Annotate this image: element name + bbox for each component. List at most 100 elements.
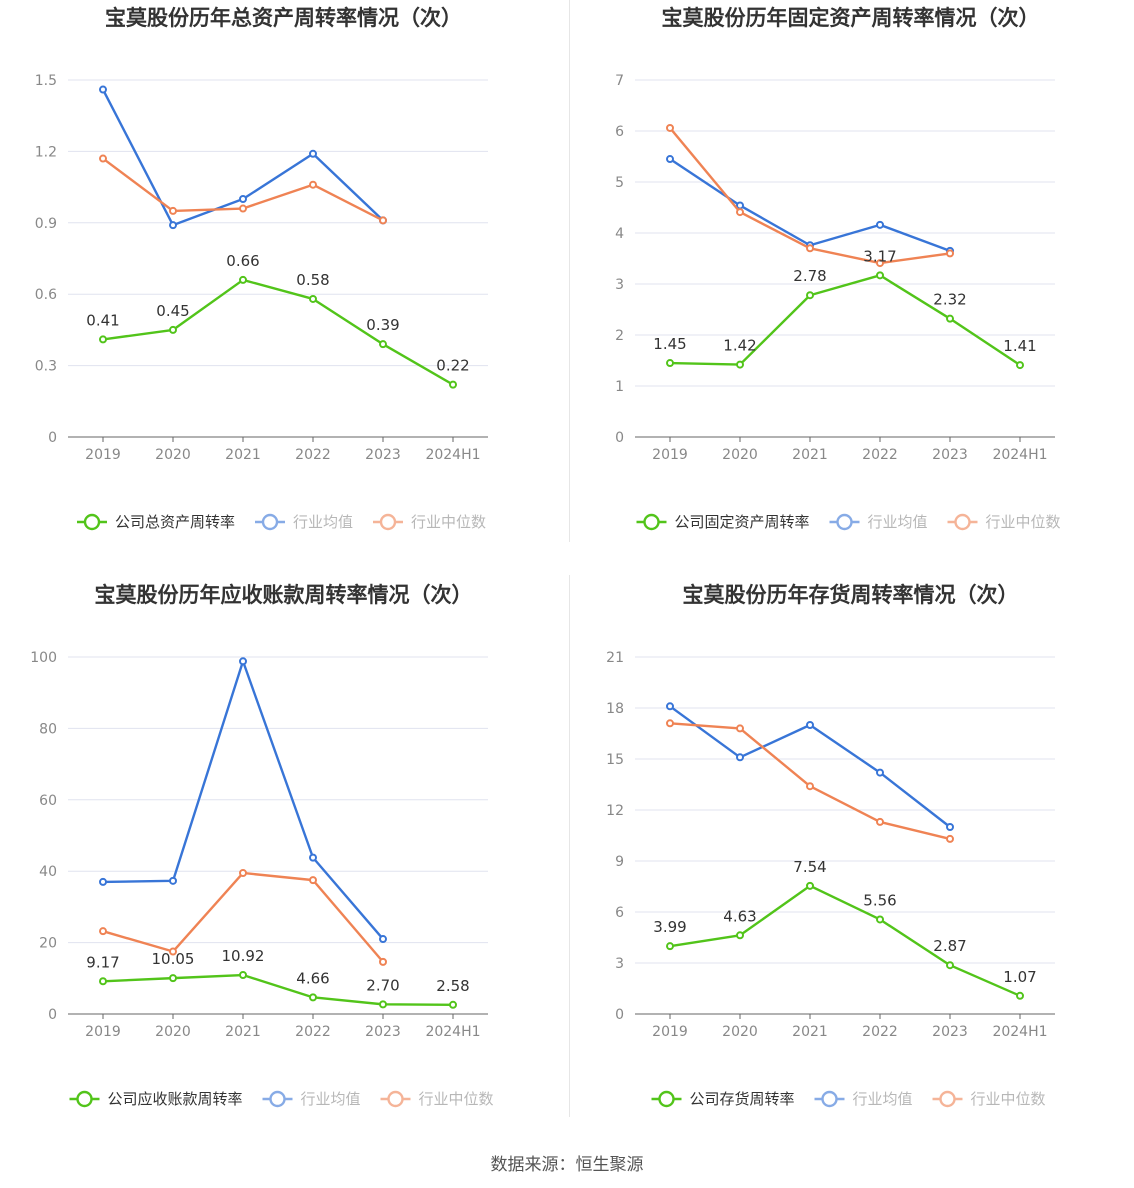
y-tick-label: 0 <box>48 430 57 446</box>
data-point-median <box>736 208 744 217</box>
data-label: 0.41 <box>86 311 119 329</box>
x-tick-label: 2022 <box>295 447 331 463</box>
legend-item-median: 行业中位数 <box>932 1090 1046 1108</box>
x-tick-label: 2019 <box>652 1024 688 1040</box>
legend-item-avg: 行业均值 <box>255 513 353 531</box>
chart-svg: 0 3 6 9 12 15 18 21 2019 2020 2021 2022 2023 2024H1 3.… <box>606 650 1055 1108</box>
data-label: 0.45 <box>156 302 189 320</box>
data-point-median <box>806 244 814 253</box>
data-point-company <box>666 942 674 951</box>
data-label: 1.45 <box>653 335 686 353</box>
legend-label: 行业均值 <box>301 1090 361 1108</box>
data-point-company <box>736 360 744 369</box>
panel-divider <box>569 0 570 542</box>
y-tick-label: 15 <box>606 752 624 768</box>
x-tick-label: 2020 <box>155 447 191 463</box>
x-tick-label: 2020 <box>722 1024 758 1040</box>
data-label: 4.66 <box>296 969 329 987</box>
data-point-company <box>309 993 317 1002</box>
data-point-median <box>666 719 674 728</box>
legend-marker <box>379 513 397 531</box>
y-tick-label: 6 <box>615 905 624 921</box>
data-point-company <box>379 1000 387 1009</box>
x-tick-label: 2024H1 <box>992 447 1047 463</box>
y-tick-label: 7 <box>615 73 624 89</box>
x-tick-label: 2022 <box>862 447 898 463</box>
y-tick-label: 0 <box>48 1007 57 1023</box>
data-point-avg <box>379 935 387 944</box>
data-point-company <box>239 971 247 980</box>
data-point-median <box>946 249 954 258</box>
legend-marker <box>954 513 971 531</box>
x-tick-label: 2020 <box>722 447 758 463</box>
y-tick-label: 80 <box>39 721 57 737</box>
legend-label: 公司总资产周转率 <box>115 513 235 531</box>
legend-item-company: 公司应收账款周转率 <box>69 1090 243 1108</box>
data-point-company <box>449 1000 457 1009</box>
legend-label: 行业中位数 <box>971 1090 1046 1108</box>
data-label: 9.17 <box>86 953 119 971</box>
x-tick-label: 2021 <box>225 447 261 463</box>
data-label: 2.87 <box>933 937 966 955</box>
legend-item-median: 行业中位数 <box>373 513 486 531</box>
data-point-avg <box>946 823 954 831</box>
data-point-avg <box>99 85 107 94</box>
y-tick-label: 21 <box>606 650 624 666</box>
legend-marker <box>821 1090 838 1108</box>
data-label: 7.54 <box>793 858 826 876</box>
data-label: 0.39 <box>366 316 399 334</box>
x-tick-label: 2022 <box>862 1024 898 1040</box>
data-point-median <box>379 957 387 966</box>
legend-item-median: 行业中位数 <box>947 513 1061 531</box>
legend-marker <box>836 513 853 531</box>
data-label: 0.58 <box>296 271 329 289</box>
x-tick-label: 2019 <box>85 447 121 463</box>
legend-item-avg: 行业均值 <box>262 1090 361 1108</box>
data-point-avg <box>239 657 247 666</box>
data-point-median <box>736 724 744 733</box>
data-point-company <box>99 977 107 986</box>
legend-label: 行业中位数 <box>419 1090 494 1108</box>
x-tick-label: 2021 <box>792 447 828 463</box>
chart-title: 宝莫股份历年存货周转率情况（次） <box>682 583 1019 607</box>
data-label: 10.05 <box>152 950 195 968</box>
data-point-median <box>876 817 884 826</box>
y-tick-label: 0.3 <box>35 359 57 375</box>
data-label: 4.63 <box>723 907 756 925</box>
chart-svg: 0 1 2 3 4 5 6 7 2019 2020 2021 2022 2023 2024H1 1.45 1.… <box>615 73 1061 531</box>
x-tick-label: 2021 <box>792 1024 828 1040</box>
data-label: 0.22 <box>436 357 469 375</box>
series-line-avg <box>669 158 951 252</box>
legend-item-company: 公司存货周转率 <box>651 1090 795 1108</box>
data-point-avg <box>806 721 814 729</box>
data-label: 0.66 <box>226 252 259 270</box>
y-tick-label: 2 <box>615 328 624 344</box>
data-point-company <box>806 291 814 300</box>
data-point-company <box>736 931 744 940</box>
data-point-avg <box>239 195 247 203</box>
y-tick-label: 0.9 <box>35 216 57 232</box>
data-point-median <box>169 947 177 956</box>
data-point-avg <box>666 702 674 711</box>
data-point-company <box>169 325 177 334</box>
data-point-median <box>876 259 884 268</box>
data-point-median <box>239 204 247 213</box>
x-tick-label: 2022 <box>295 1024 331 1040</box>
legend-label: 行业中位数 <box>986 513 1061 531</box>
data-label: 1.07 <box>1003 968 1036 986</box>
legend-label: 行业均值 <box>853 1090 913 1108</box>
data-point-avg <box>169 221 177 230</box>
data-point-median <box>379 216 387 225</box>
data-label: 2.58 <box>436 977 469 995</box>
data-label: 3.99 <box>653 918 686 936</box>
legend-marker <box>269 1090 286 1108</box>
x-tick-label: 2023 <box>365 447 401 463</box>
data-point-median <box>309 180 317 189</box>
data-point-company <box>309 294 317 303</box>
data-point-company <box>1016 991 1024 1000</box>
chart-panel-inventory-turnover: 宝莫股份历年存货周转率情况（次） 0 3 6 9 12 15 18 21 2019 2020 202… <box>567 577 1134 1152</box>
data-point-company <box>666 359 674 368</box>
y-tick-label: 1 <box>615 379 624 395</box>
y-tick-label: 12 <box>606 803 624 819</box>
data-label: 1.42 <box>723 337 756 355</box>
